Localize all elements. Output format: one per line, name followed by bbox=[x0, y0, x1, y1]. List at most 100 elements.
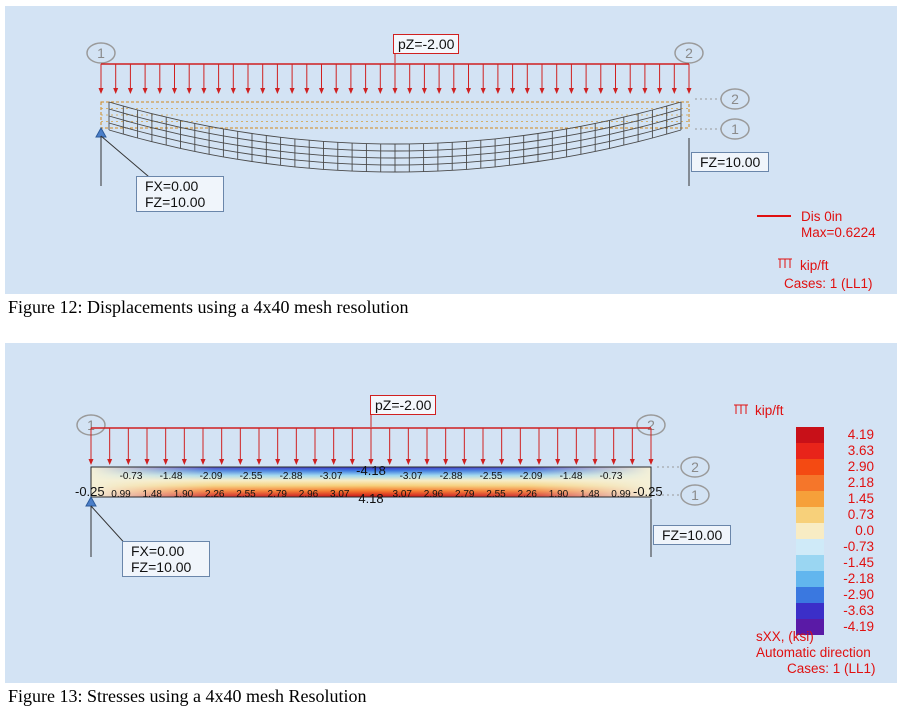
scale-value: -0.73 bbox=[843, 539, 874, 554]
fig13-scale-title: sXX, (ksi) bbox=[756, 629, 814, 644]
fig12-legend-name: Dis 0in bbox=[801, 209, 843, 224]
fig13-fz: FZ=10.00 bbox=[131, 559, 192, 575]
fig13-load-arrowhead bbox=[499, 459, 505, 465]
fig12-load-arrowhead bbox=[642, 88, 648, 94]
fig13-top-value: -1.48 bbox=[560, 471, 583, 482]
scale-swatch bbox=[796, 507, 824, 523]
fig12-load-arrowhead bbox=[671, 88, 677, 94]
fig12-load-arrowhead bbox=[583, 88, 589, 94]
fig13-load-arrowhead bbox=[200, 459, 206, 465]
fig13-top-value: -3.07 bbox=[400, 471, 423, 482]
fig12-load-arrowhead bbox=[127, 88, 133, 94]
fig13-load-arrowhead bbox=[387, 459, 393, 465]
fig12-load-arrowhead bbox=[245, 88, 251, 94]
fig13-top-value: -2.55 bbox=[480, 471, 503, 482]
fig13-load-arrowhead bbox=[629, 459, 635, 465]
fig12-load-arrowhead bbox=[304, 88, 310, 94]
fig12-load-arrowhead bbox=[363, 88, 369, 94]
fig12-node-right-circle bbox=[674, 42, 704, 64]
fig13-bottom-value: 1.48 bbox=[143, 489, 163, 500]
fig12-load-arrowhead bbox=[201, 88, 207, 94]
fig12-node-left-label: 1 bbox=[97, 45, 105, 61]
fig12-right-reaction: FZ=10.00 bbox=[691, 152, 770, 172]
fig12-load-arrowhead bbox=[421, 88, 427, 94]
figure12-caption: Figure 12: Displacements using a 4x40 me… bbox=[8, 297, 409, 317]
fig12-load-arrowhead bbox=[598, 88, 604, 94]
fig13-right-reaction: FZ=10.00 bbox=[653, 525, 732, 545]
fig12-load-arrowhead bbox=[333, 88, 339, 94]
fig13-load-label: pZ=-2.00 bbox=[370, 395, 437, 415]
scale-swatch bbox=[796, 475, 824, 491]
fig13-top-value: -1.48 bbox=[160, 471, 183, 482]
fig12-load-arrowhead bbox=[613, 88, 618, 94]
fig13-load-arrowhead bbox=[443, 459, 449, 465]
scale-swatch bbox=[796, 571, 824, 587]
fig13-load-arrowhead bbox=[163, 459, 169, 465]
fig12-load-arrowhead bbox=[319, 88, 324, 94]
fig13-load-arrowhead bbox=[573, 459, 579, 465]
scale-swatch bbox=[796, 539, 824, 555]
fig13-bottom-value: 1.90 bbox=[549, 489, 569, 500]
fig12-load-arrowhead bbox=[172, 88, 177, 94]
fig12-load-arrowhead bbox=[98, 88, 104, 94]
fig13-cases: Cases: 1 (LL1) bbox=[787, 661, 876, 676]
fig13-load-arrowhead bbox=[349, 459, 355, 465]
fig12-load-arrowhead bbox=[230, 88, 236, 94]
fig13-load-arrowhead bbox=[592, 459, 598, 465]
fig13-unit: kip/ft bbox=[755, 403, 784, 418]
fig12-load-arrowhead bbox=[157, 88, 163, 94]
fig13-load-arrowhead bbox=[611, 459, 617, 465]
fig13-load-arrowhead bbox=[88, 459, 94, 465]
fig12-load-arrowhead bbox=[274, 88, 280, 94]
fig13-top-value: -0.73 bbox=[120, 471, 143, 482]
fig13-load-arrowhead bbox=[181, 459, 187, 465]
fig13-node-side-bottom-label: 1 bbox=[691, 487, 699, 503]
fig12-load-arrowhead bbox=[348, 88, 354, 94]
scale-value: -2.90 bbox=[843, 587, 874, 602]
scale-value: -4.19 bbox=[843, 619, 874, 634]
fig13-node-side-top-circle bbox=[680, 456, 710, 478]
fig12-load-arrowhead bbox=[377, 88, 383, 94]
fig12-load-arrowhead bbox=[568, 88, 574, 94]
fig13-bottom-value: 2.79 bbox=[455, 489, 475, 500]
scale-value: 1.45 bbox=[847, 491, 874, 506]
fig13-load-arrowhead bbox=[144, 459, 150, 465]
scale-swatch bbox=[796, 603, 824, 619]
fig12-node-side-top-circle bbox=[720, 88, 750, 110]
fig12-load-arrowhead bbox=[466, 88, 471, 94]
scale-swatch bbox=[796, 587, 824, 603]
fig13-stress-fade bbox=[91, 467, 651, 497]
fig12-load-arrowhead bbox=[554, 88, 560, 94]
fig13-bottom-value: 2.55 bbox=[486, 489, 506, 500]
fig13-load-arrowhead bbox=[312, 459, 318, 465]
fig12-load-arrowhead bbox=[686, 88, 692, 94]
load-unit-icon bbox=[734, 404, 748, 414]
fig13-bottom-value: 4.18 bbox=[358, 491, 383, 506]
scale-value: 0.73 bbox=[847, 507, 874, 522]
scale-swatch bbox=[796, 491, 824, 507]
figure13-panel: 1 2 -0.73 -1.48 -2.09 -2.55 -2.88 -3.07 -4.18 -3.… bbox=[5, 343, 897, 683]
fig13-load-arrowhead bbox=[461, 459, 467, 465]
scale-value: -3.63 bbox=[843, 603, 874, 618]
fig12-node-side-top-label: 2 bbox=[731, 91, 739, 107]
fig12-reaction-left-leader bbox=[100, 135, 156, 183]
fig13-top-value: -2.88 bbox=[280, 471, 303, 482]
fig12-load-arrowhead bbox=[480, 88, 486, 94]
fig12-load-arrowhead bbox=[260, 88, 266, 94]
figure13-drawing: 1 2 -0.73 -1.48 -2.09 -2.55 -2.88 -3.07 -4.18 -3.… bbox=[75, 404, 748, 557]
fig13-load-arrowhead bbox=[125, 459, 131, 465]
fig13-load-arrowhead bbox=[405, 459, 411, 465]
figure13-caption: Figure 13: Stresses using a 4x40 mesh Re… bbox=[8, 686, 367, 706]
fig13-top-value: -0.73 bbox=[600, 471, 623, 482]
scale-swatch bbox=[796, 523, 824, 539]
scale-value: 3.63 bbox=[847, 443, 874, 458]
fig13-load-arrowhead bbox=[293, 459, 299, 465]
fig13-load-arrowhead bbox=[424, 459, 430, 465]
stress-color-scale: 4.19 3.63 2.90 2.18 1.45 0.73 0.0 -0.73 -1.45 -2.… bbox=[796, 427, 886, 642]
fig13-bottom-value: 2.55 bbox=[236, 489, 256, 500]
fig12-load-arrowhead bbox=[113, 88, 119, 94]
fig12-cases: Cases: 1 (LL1) bbox=[784, 276, 873, 291]
fig12-node-side-bottom-circle bbox=[720, 118, 750, 140]
fig12-node-side-bottom-label: 1 bbox=[731, 121, 739, 137]
